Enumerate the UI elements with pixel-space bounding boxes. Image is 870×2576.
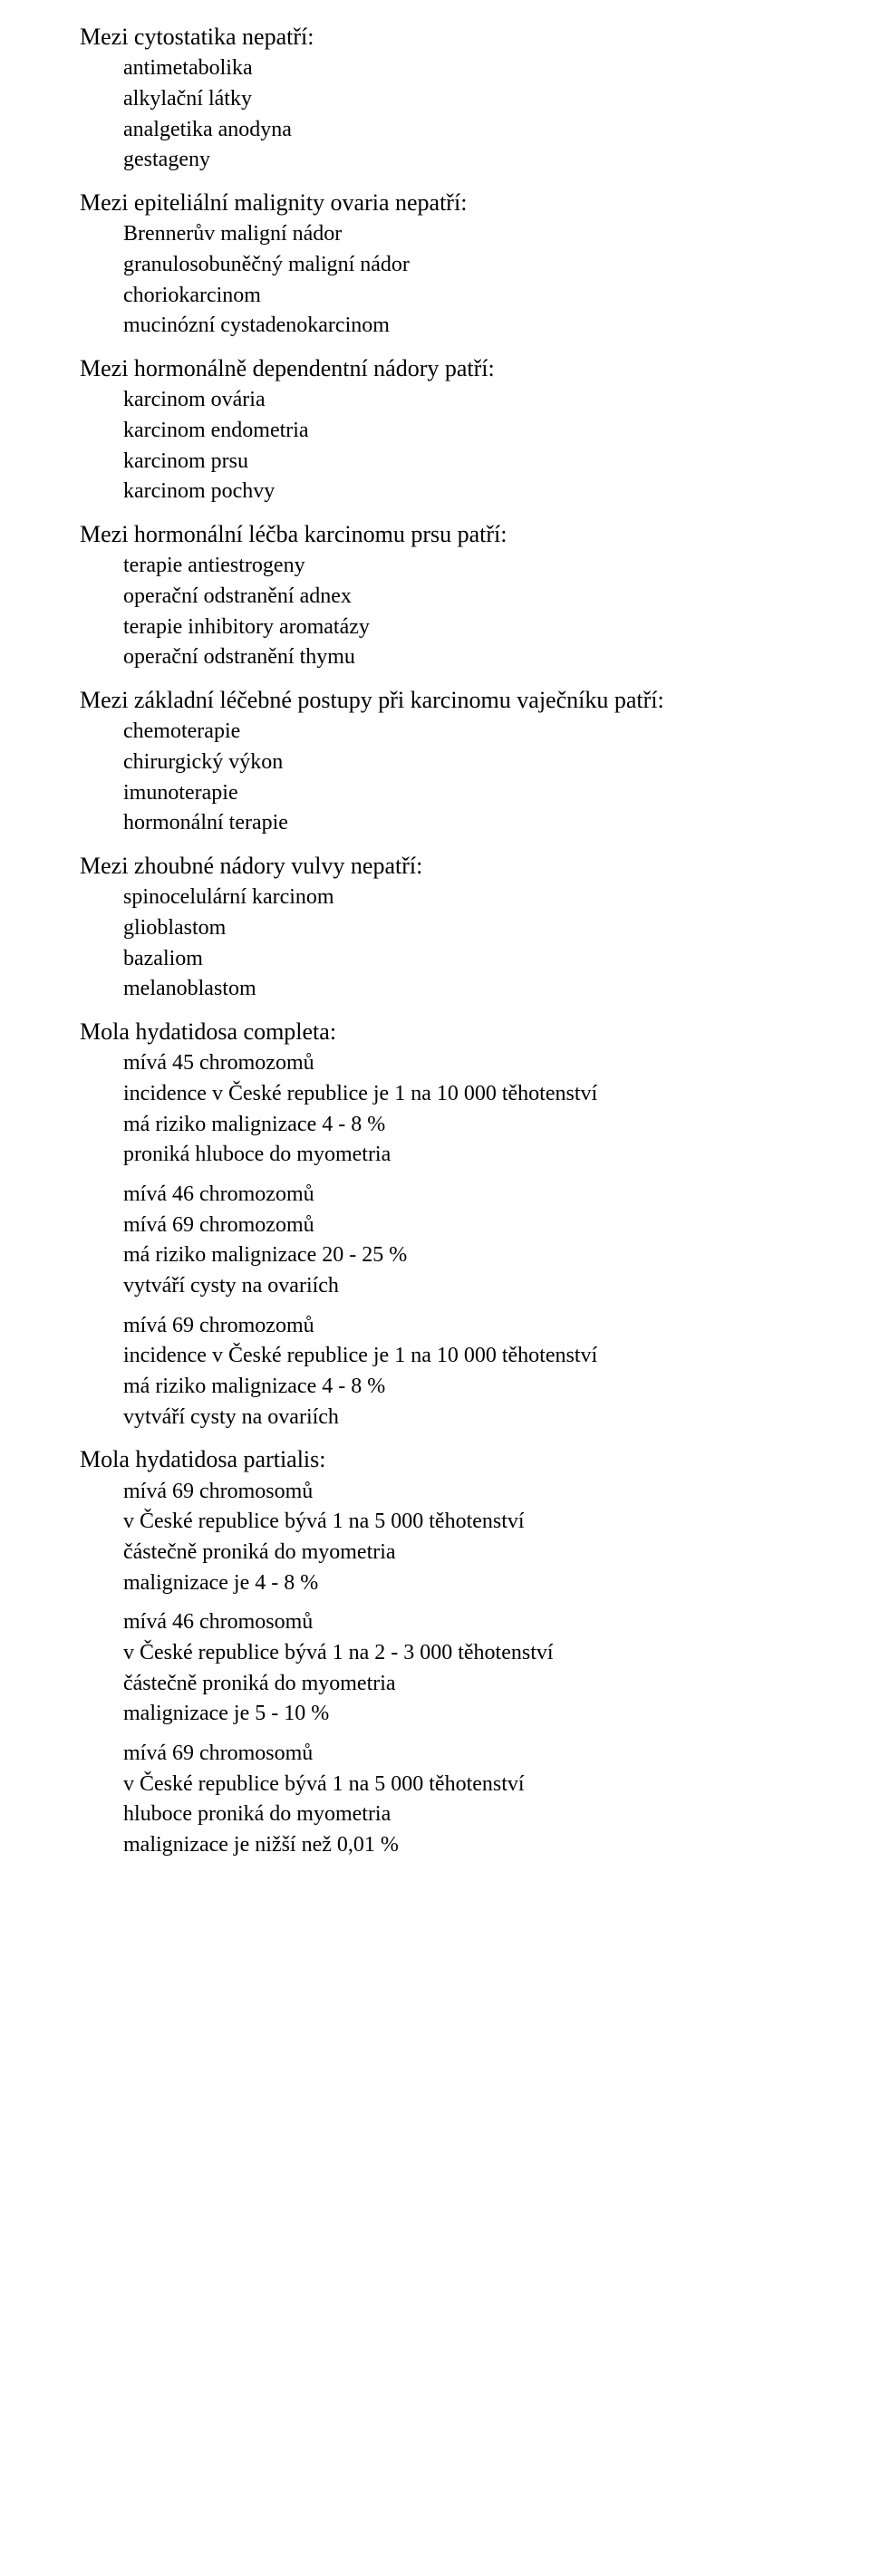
section: Mezi cytostatika nepatří:antimetabolikaa… [80, 22, 841, 175]
option-line: choriokarcinom [123, 282, 841, 311]
option-line: alkylační látky [123, 85, 841, 114]
group-gap [80, 1172, 841, 1181]
option-line: v České republice bývá 1 na 5 000 těhote… [123, 1508, 841, 1537]
section-heading: Mezi hormonální léčba karcinomu prsu pat… [80, 519, 841, 550]
option-group: mívá 46 chromozomůmívá 69 chromozomůmá r… [80, 1181, 841, 1301]
option-group: chemoterapiechirurgický výkonimunoterapi… [80, 718, 841, 838]
option-group: Brennerův maligní nádorgranulosobuněčný … [80, 220, 841, 341]
option-line: analgetika anodyna [123, 116, 841, 145]
section: Mola hydatidosa partialis:mívá 69 chromo… [80, 1444, 841, 1859]
option-line: mívá 46 chromosomů [123, 1608, 841, 1637]
option-line: mívá 46 chromozomů [123, 1181, 841, 1210]
section: Mezi hormonálně dependentní nádory patří… [80, 353, 841, 507]
option-group: mívá 69 chromozomůincidence v České repu… [80, 1312, 841, 1433]
option-line: melanoblastom [123, 975, 841, 1004]
option-line: hormonální terapie [123, 809, 841, 838]
section: Mezi hormonální léčba karcinomu prsu pat… [80, 519, 841, 672]
option-line: glioblastom [123, 914, 841, 943]
option-line: operační odstranění adnex [123, 583, 841, 612]
option-line: granulosobuněčný maligní nádor [123, 251, 841, 280]
section-heading: Mezi základní léčebné postupy při karcin… [80, 685, 841, 716]
option-line: proniká hluboce do myometria [123, 1141, 841, 1170]
option-line: antimetabolika [123, 54, 841, 83]
option-line: mívá 69 chromosomů [123, 1478, 841, 1507]
option-line: malignizace je nižší než 0,01 % [123, 1831, 841, 1860]
option-line: karcinom prsu [123, 448, 841, 477]
option-line: v České republice bývá 1 na 2 - 3 000 tě… [123, 1639, 841, 1668]
option-group: mívá 69 chromosomův České republice bývá… [80, 1478, 841, 1598]
group-gap [80, 1303, 841, 1312]
option-line: karcinom ovária [123, 386, 841, 415]
option-line: operační odstranění thymu [123, 643, 841, 672]
option-group: antimetabolikaalkylační látkyanalgetika … [80, 54, 841, 175]
section-heading: Mola hydatidosa partialis: [80, 1444, 841, 1475]
option-line: vytváří cysty na ovariích [123, 1404, 841, 1433]
section-heading: Mezi cytostatika nepatří: [80, 22, 841, 53]
option-line: chemoterapie [123, 718, 841, 747]
option-line: incidence v České republice je 1 na 10 0… [123, 1342, 841, 1371]
group-gap [80, 1599, 841, 1608]
group-gap [80, 1731, 841, 1740]
option-line: částečně proniká do myometria [123, 1539, 841, 1568]
section: Mezi epiteliální malignity ovaria nepatř… [80, 188, 841, 341]
option-line: bazaliom [123, 945, 841, 974]
option-line: částečně proniká do myometria [123, 1670, 841, 1699]
option-line: hluboce proniká do myometria [123, 1800, 841, 1829]
option-line: má riziko malignizace 4 - 8 % [123, 1373, 841, 1402]
option-line: Brennerův maligní nádor [123, 220, 841, 249]
option-line: mívá 45 chromozomů [123, 1049, 841, 1078]
option-group: mívá 46 chromosomův České republice bývá… [80, 1608, 841, 1729]
section: Mola hydatidosa completa:mívá 45 chromoz… [80, 1017, 841, 1432]
option-line: má riziko malignizace 20 - 25 % [123, 1241, 841, 1270]
option-group: terapie antiestrogenyoperační odstranění… [80, 552, 841, 672]
option-line: karcinom endometria [123, 417, 841, 446]
option-line: mívá 69 chromosomů [123, 1740, 841, 1769]
option-line: karcinom pochvy [123, 478, 841, 507]
option-line: terapie inhibitory aromatázy [123, 613, 841, 642]
document-page: Mezi cytostatika nepatří:antimetabolikaa… [0, 0, 870, 1909]
section-heading: Mezi epiteliální malignity ovaria nepatř… [80, 188, 841, 218]
option-line: mucinózní cystadenokarcinom [123, 312, 841, 341]
option-line: terapie antiestrogeny [123, 552, 841, 581]
option-group: karcinom ováriakarcinom endometriakarcin… [80, 386, 841, 507]
option-line: mívá 69 chromozomů [123, 1211, 841, 1240]
section-heading: Mezi hormonálně dependentní nádory patří… [80, 353, 841, 384]
option-line: spinocelulární karcinom [123, 883, 841, 912]
option-line: gestageny [123, 146, 841, 175]
option-line: malignizace je 4 - 8 % [123, 1569, 841, 1598]
option-line: imunoterapie [123, 779, 841, 808]
option-line: chirurgický výkon [123, 748, 841, 777]
option-line: v České republice bývá 1 na 5 000 těhote… [123, 1770, 841, 1799]
option-line: má riziko malignizace 4 - 8 % [123, 1111, 841, 1140]
option-line: vytváří cysty na ovariích [123, 1272, 841, 1301]
option-group: mívá 45 chromozomůincidence v České repu… [80, 1049, 841, 1170]
section-heading: Mola hydatidosa completa: [80, 1017, 841, 1047]
option-group: mívá 69 chromosomův České republice bývá… [80, 1740, 841, 1860]
option-line: malignizace je 5 - 10 % [123, 1700, 841, 1729]
section: Mezi zhoubné nádory vulvy nepatří:spinoc… [80, 851, 841, 1004]
option-line: mívá 69 chromozomů [123, 1312, 841, 1341]
option-group: spinocelulární karcinomglioblastombazali… [80, 883, 841, 1004]
section: Mezi základní léčebné postupy při karcin… [80, 685, 841, 838]
section-heading: Mezi zhoubné nádory vulvy nepatří: [80, 851, 841, 882]
option-line: incidence v České republice je 1 na 10 0… [123, 1080, 841, 1109]
